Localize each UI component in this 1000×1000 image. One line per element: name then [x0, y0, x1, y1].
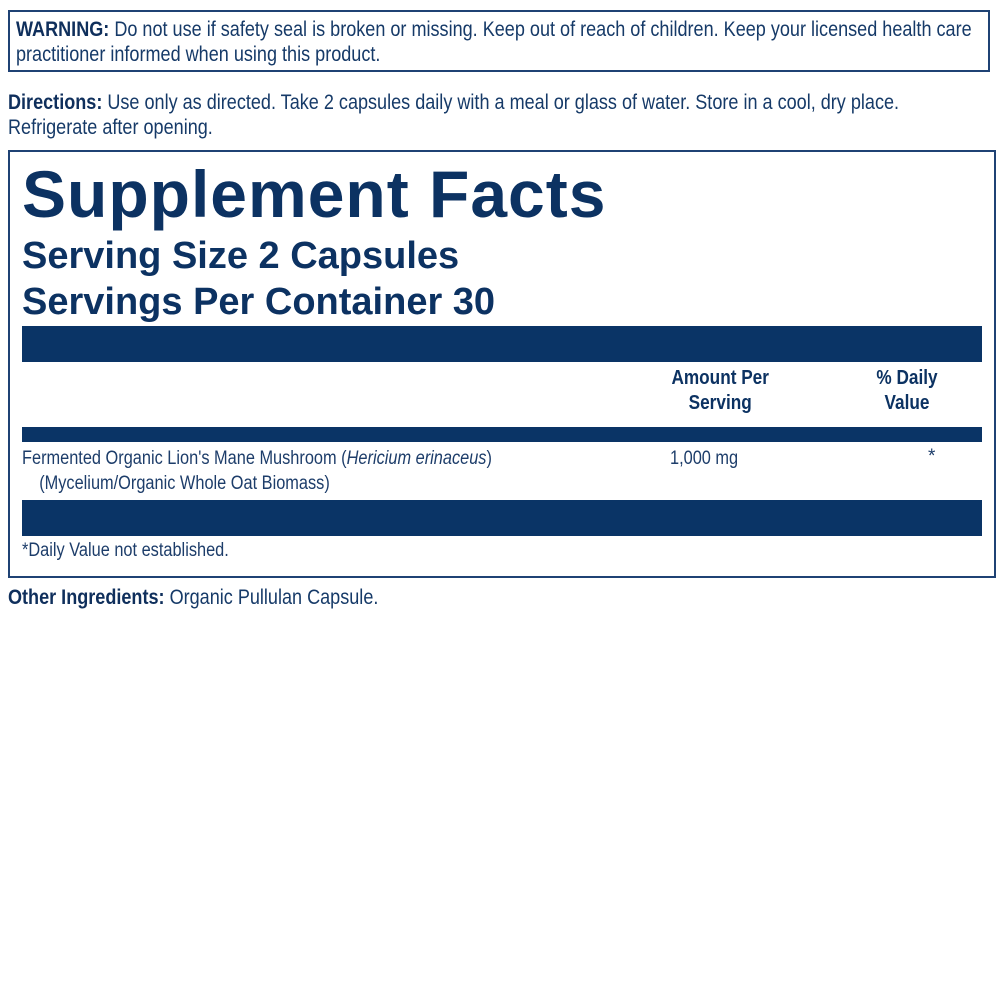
ingredient-name: Fermented Organic Lion's Mane Mushroom (…: [22, 446, 641, 471]
warning-body: Do not use if safety seal is broken or m…: [16, 18, 972, 66]
ingredient-amount: 1,000 mg: [670, 448, 739, 469]
amount-header-line2: Serving: [688, 392, 752, 414]
other-label: Other Ingredients:: [8, 586, 165, 609]
directions: Directions: Use only as directed. Take 2…: [8, 90, 988, 140]
warning-box: WARNING: Do not use if safety seal is br…: [8, 10, 990, 72]
column-header-amount: Amount Per Serving: [660, 366, 780, 416]
facts-title: Supplement Facts: [22, 157, 607, 231]
footnote: *Daily Value not established.: [22, 540, 229, 561]
directions-body: Use only as directed. Take 2 capsules da…: [8, 91, 900, 139]
divider-bar-bottom: [22, 500, 982, 536]
ingredient-close: ): [486, 448, 492, 469]
other-body: Organic Pullulan Capsule.: [164, 586, 379, 609]
column-header-dv: % Daily Value: [864, 366, 950, 416]
dv-header-line1: % Daily: [876, 367, 938, 389]
servings-per-container: Servings Per Container 30: [22, 281, 496, 323]
divider-bar-thin: [22, 427, 982, 442]
dv-header-line2: Value: [884, 392, 930, 414]
ingredient-latin: Hericium erinaceus: [346, 448, 487, 469]
warning-text: WARNING: Do not use if safety seal is br…: [16, 17, 988, 67]
warning-label: WARNING:: [16, 18, 110, 41]
ingredient-text: Fermented Organic Lion's Mane Mushroom (: [22, 448, 347, 469]
directions-label: Directions:: [8, 91, 103, 114]
amount-header-line1: Amount Per: [671, 367, 769, 389]
divider-bar-thick: [22, 326, 982, 362]
ingredient-dv: *: [928, 446, 936, 467]
table-row: Fermented Organic Lion's Mane Mushroom (…: [22, 446, 641, 496]
supplement-facts-panel: Supplement Facts Serving Size 2 Capsules…: [8, 150, 996, 578]
ingredient-source: (Mycelium/Organic Whole Oat Biomass): [39, 473, 330, 494]
serving-size: Serving Size 2 Capsules: [22, 235, 460, 277]
other-ingredients: Other Ingredients: Organic Pullulan Caps…: [8, 585, 696, 610]
